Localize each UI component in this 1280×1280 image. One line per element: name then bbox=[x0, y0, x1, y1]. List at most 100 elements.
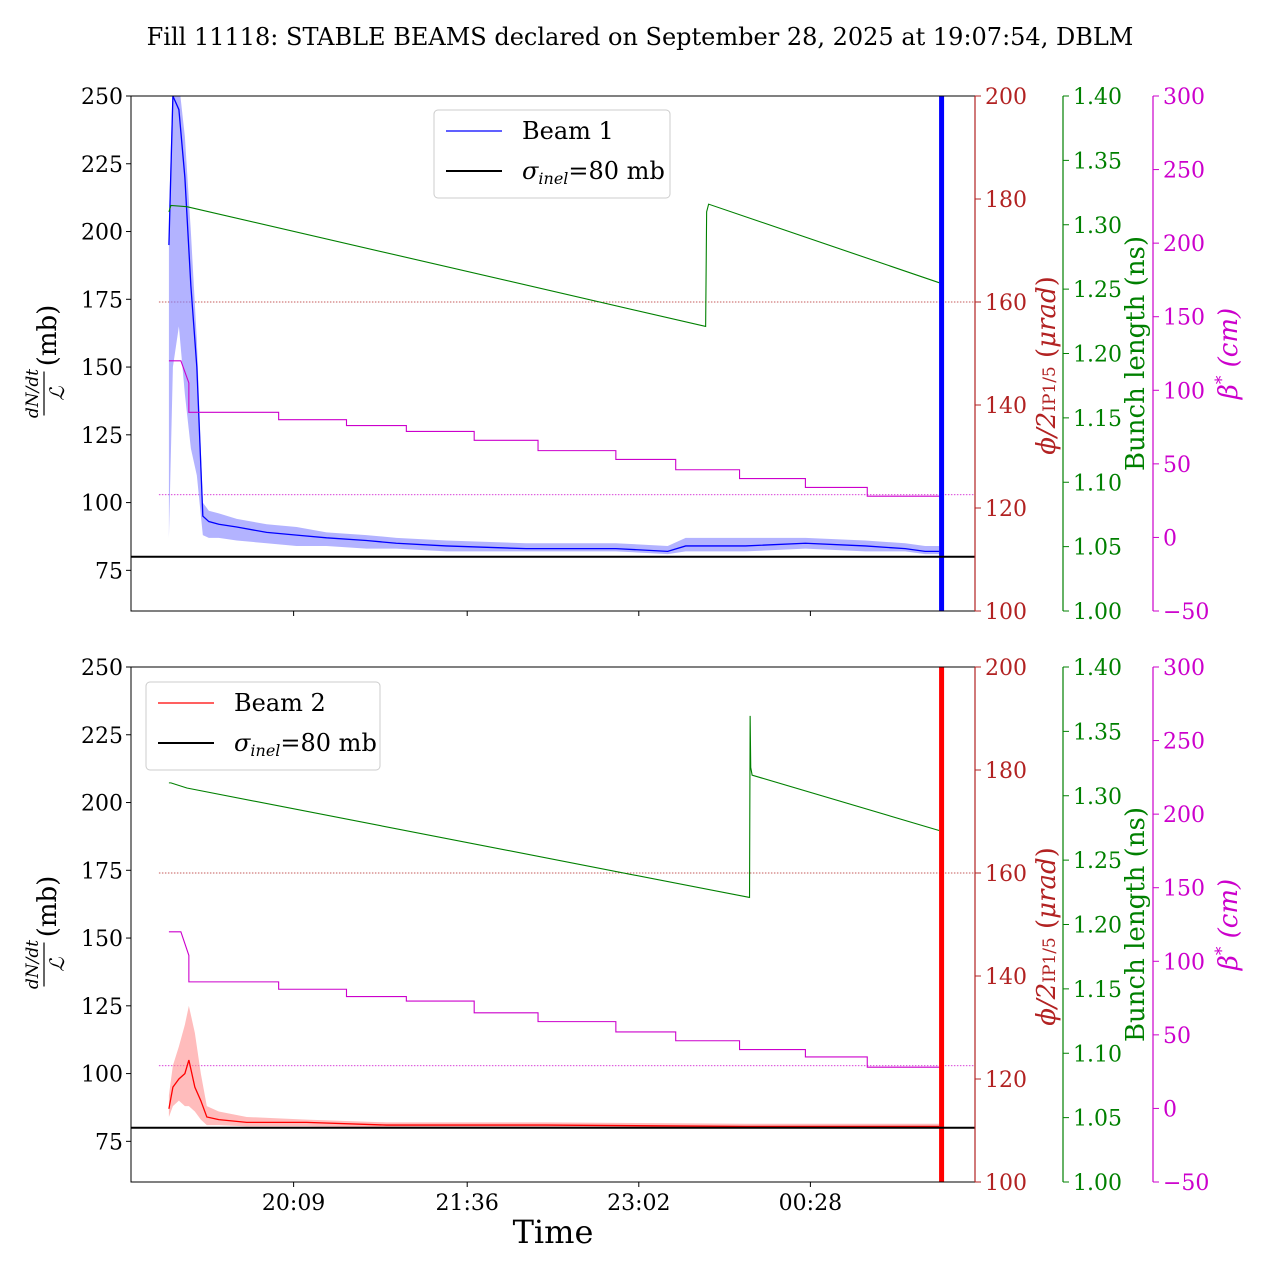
beta-tick-label: 250 bbox=[1163, 730, 1205, 755]
crossing-tick-label: 200 bbox=[985, 85, 1027, 110]
y-tick-label: 175 bbox=[81, 288, 123, 313]
bunch-tick-label: 1.40 bbox=[1073, 85, 1122, 110]
crossing-tick-label: 140 bbox=[985, 394, 1027, 419]
y-tick-label: 75 bbox=[95, 1130, 123, 1155]
beta-tick-label: 300 bbox=[1163, 656, 1205, 681]
bunch-tick-label: 1.05 bbox=[1073, 1107, 1122, 1132]
beam-rate-line bbox=[168, 1059, 940, 1128]
legend-sigma-symbol: σ bbox=[234, 729, 251, 757]
beta-star-axis-label: β* (cm) bbox=[1212, 879, 1244, 971]
beta-star-line bbox=[168, 931, 940, 1068]
beam-uncertainty-band bbox=[168, 1005, 940, 1128]
beta-label-star: * bbox=[1212, 375, 1232, 384]
y-label-unit: (mb) bbox=[33, 305, 63, 367]
beta-tick-label: −50 bbox=[1163, 1171, 1209, 1196]
crossing-tick-label: 160 bbox=[985, 291, 1027, 316]
beta-tick-label: 50 bbox=[1163, 1024, 1191, 1049]
beta-label-star: * bbox=[1212, 946, 1232, 955]
legend-sigma-value: =80 mb bbox=[280, 729, 376, 757]
legend: Beam 1 σinel=80 mb bbox=[433, 109, 671, 199]
legend-beam-label: Beam 2 bbox=[234, 689, 326, 717]
bunch-tick-label: 1.00 bbox=[1073, 1171, 1122, 1196]
crossing-label-phi: ϕ/2 bbox=[1032, 412, 1062, 455]
crossing-label-urad: μrad bbox=[1032, 286, 1062, 347]
bunch-tick-label: 1.10 bbox=[1073, 1042, 1122, 1067]
beam-rate-line bbox=[168, 96, 940, 553]
beta-tick-label: 100 bbox=[1163, 950, 1205, 975]
y-tick-label: 250 bbox=[81, 656, 123, 681]
beta-label-symbol: β bbox=[1214, 384, 1244, 400]
y-label-numerator: dN/dt bbox=[23, 940, 43, 989]
bunch-tick-label: 1.35 bbox=[1073, 720, 1122, 745]
beta-label-unit: (cm) bbox=[1214, 308, 1244, 376]
y-tick-label: 125 bbox=[81, 424, 123, 449]
bunch-length-axis-label: Bunch length (ns) bbox=[1121, 807, 1151, 1042]
beta-tick-label: −50 bbox=[1163, 600, 1209, 625]
bunch-length-axis-label: Bunch length (ns) bbox=[1121, 236, 1151, 471]
legend-sigma-label: σinel=80 mb bbox=[234, 729, 377, 760]
x-tick-label: 00:28 bbox=[779, 1191, 842, 1216]
legend: Beam 2 σinel=80 mb bbox=[145, 681, 381, 771]
bunch-tick-label: 1.25 bbox=[1073, 849, 1122, 874]
legend-sigma-sub: inel bbox=[250, 741, 280, 760]
crossing-tick-label: 180 bbox=[985, 188, 1027, 213]
bunch-tick-label: 1.00 bbox=[1073, 600, 1122, 625]
crossing-tick-label: 120 bbox=[985, 497, 1027, 522]
y-tick-label: 75 bbox=[95, 559, 123, 584]
crossing-angle-axis-label: ϕ/2IP1/5 (μrad) bbox=[1032, 847, 1062, 1026]
bunch-tick-label: 1.25 bbox=[1073, 278, 1122, 303]
crossing-tick-label: 120 bbox=[985, 1068, 1027, 1093]
beta-tick-label: 300 bbox=[1163, 85, 1205, 110]
beta-tick-label: 150 bbox=[1163, 877, 1205, 902]
crossing-tick-label: 200 bbox=[985, 656, 1027, 681]
y-tick-label: 175 bbox=[81, 859, 123, 884]
crossing-label-sub: IP1/5 bbox=[1040, 366, 1060, 412]
x-axis-label: Time bbox=[513, 1213, 594, 1251]
y-tick-label: 200 bbox=[81, 221, 123, 246]
y-tick-label: 225 bbox=[81, 153, 123, 178]
beta-tick-label: 150 bbox=[1163, 306, 1205, 331]
plot-area bbox=[131, 96, 975, 611]
bunch-tick-label: 1.20 bbox=[1073, 343, 1122, 368]
end-of-fill-band bbox=[939, 667, 945, 1182]
crossing-tick-label: 100 bbox=[985, 600, 1027, 625]
crossing-tick-label: 160 bbox=[985, 862, 1027, 887]
beta-tick-label: 200 bbox=[1163, 232, 1205, 257]
crossing-tick-label: 100 bbox=[985, 1171, 1027, 1196]
crossing-tick-label: 140 bbox=[985, 965, 1027, 990]
bunch-length-line bbox=[168, 203, 940, 328]
beta-tick-label: 100 bbox=[1163, 379, 1205, 404]
beta-tick-label: 0 bbox=[1163, 526, 1177, 551]
bunch-tick-label: 1.15 bbox=[1073, 407, 1122, 432]
y-tick-label: 100 bbox=[81, 492, 123, 517]
legend-beam-label: Beam 1 bbox=[522, 117, 614, 145]
beta-star-line bbox=[168, 360, 940, 497]
legend-box bbox=[145, 681, 381, 771]
beta-tick-label: 200 bbox=[1163, 803, 1205, 828]
bunch-tick-label: 1.30 bbox=[1073, 214, 1122, 239]
y-label-denominator: ℒ bbox=[45, 957, 69, 972]
legend-box bbox=[433, 109, 671, 199]
crossing-angle-axis-label: ϕ/2IP1/5 (μrad) bbox=[1032, 276, 1062, 455]
y-label-denominator: ℒ bbox=[45, 386, 69, 401]
y-tick-label: 125 bbox=[81, 995, 123, 1020]
legend-sigma-label: σinel=80 mb bbox=[522, 157, 665, 188]
x-tick-label: 20:09 bbox=[262, 1191, 325, 1216]
bunch-tick-label: 1.10 bbox=[1073, 471, 1122, 496]
bunch-length-line bbox=[168, 715, 940, 899]
crossing-label-sub: IP1/5 bbox=[1040, 937, 1060, 983]
beta-label-symbol: β bbox=[1214, 955, 1244, 971]
y-tick-label: 150 bbox=[81, 356, 123, 381]
end-of-fill-band bbox=[939, 96, 945, 611]
crossing-label-phi: ϕ/2 bbox=[1032, 983, 1062, 1026]
top-panel: 75 100 125 150 175 200 225 250 dN/dt ℒ (mb) 100 120 1… bbox=[23, 85, 1244, 625]
x-tick-label: 23:02 bbox=[607, 1191, 670, 1216]
legend-sigma-sub: inel bbox=[538, 169, 568, 188]
bunch-tick-label: 1.30 bbox=[1073, 785, 1122, 810]
bunch-tick-label: 1.05 bbox=[1073, 536, 1122, 561]
bunch-tick-label: 1.20 bbox=[1073, 914, 1122, 939]
bunch-tick-label: 1.35 bbox=[1073, 149, 1122, 174]
crossing-label-close: ) bbox=[1032, 847, 1062, 857]
crossing-label-urad: μrad bbox=[1032, 857, 1062, 918]
